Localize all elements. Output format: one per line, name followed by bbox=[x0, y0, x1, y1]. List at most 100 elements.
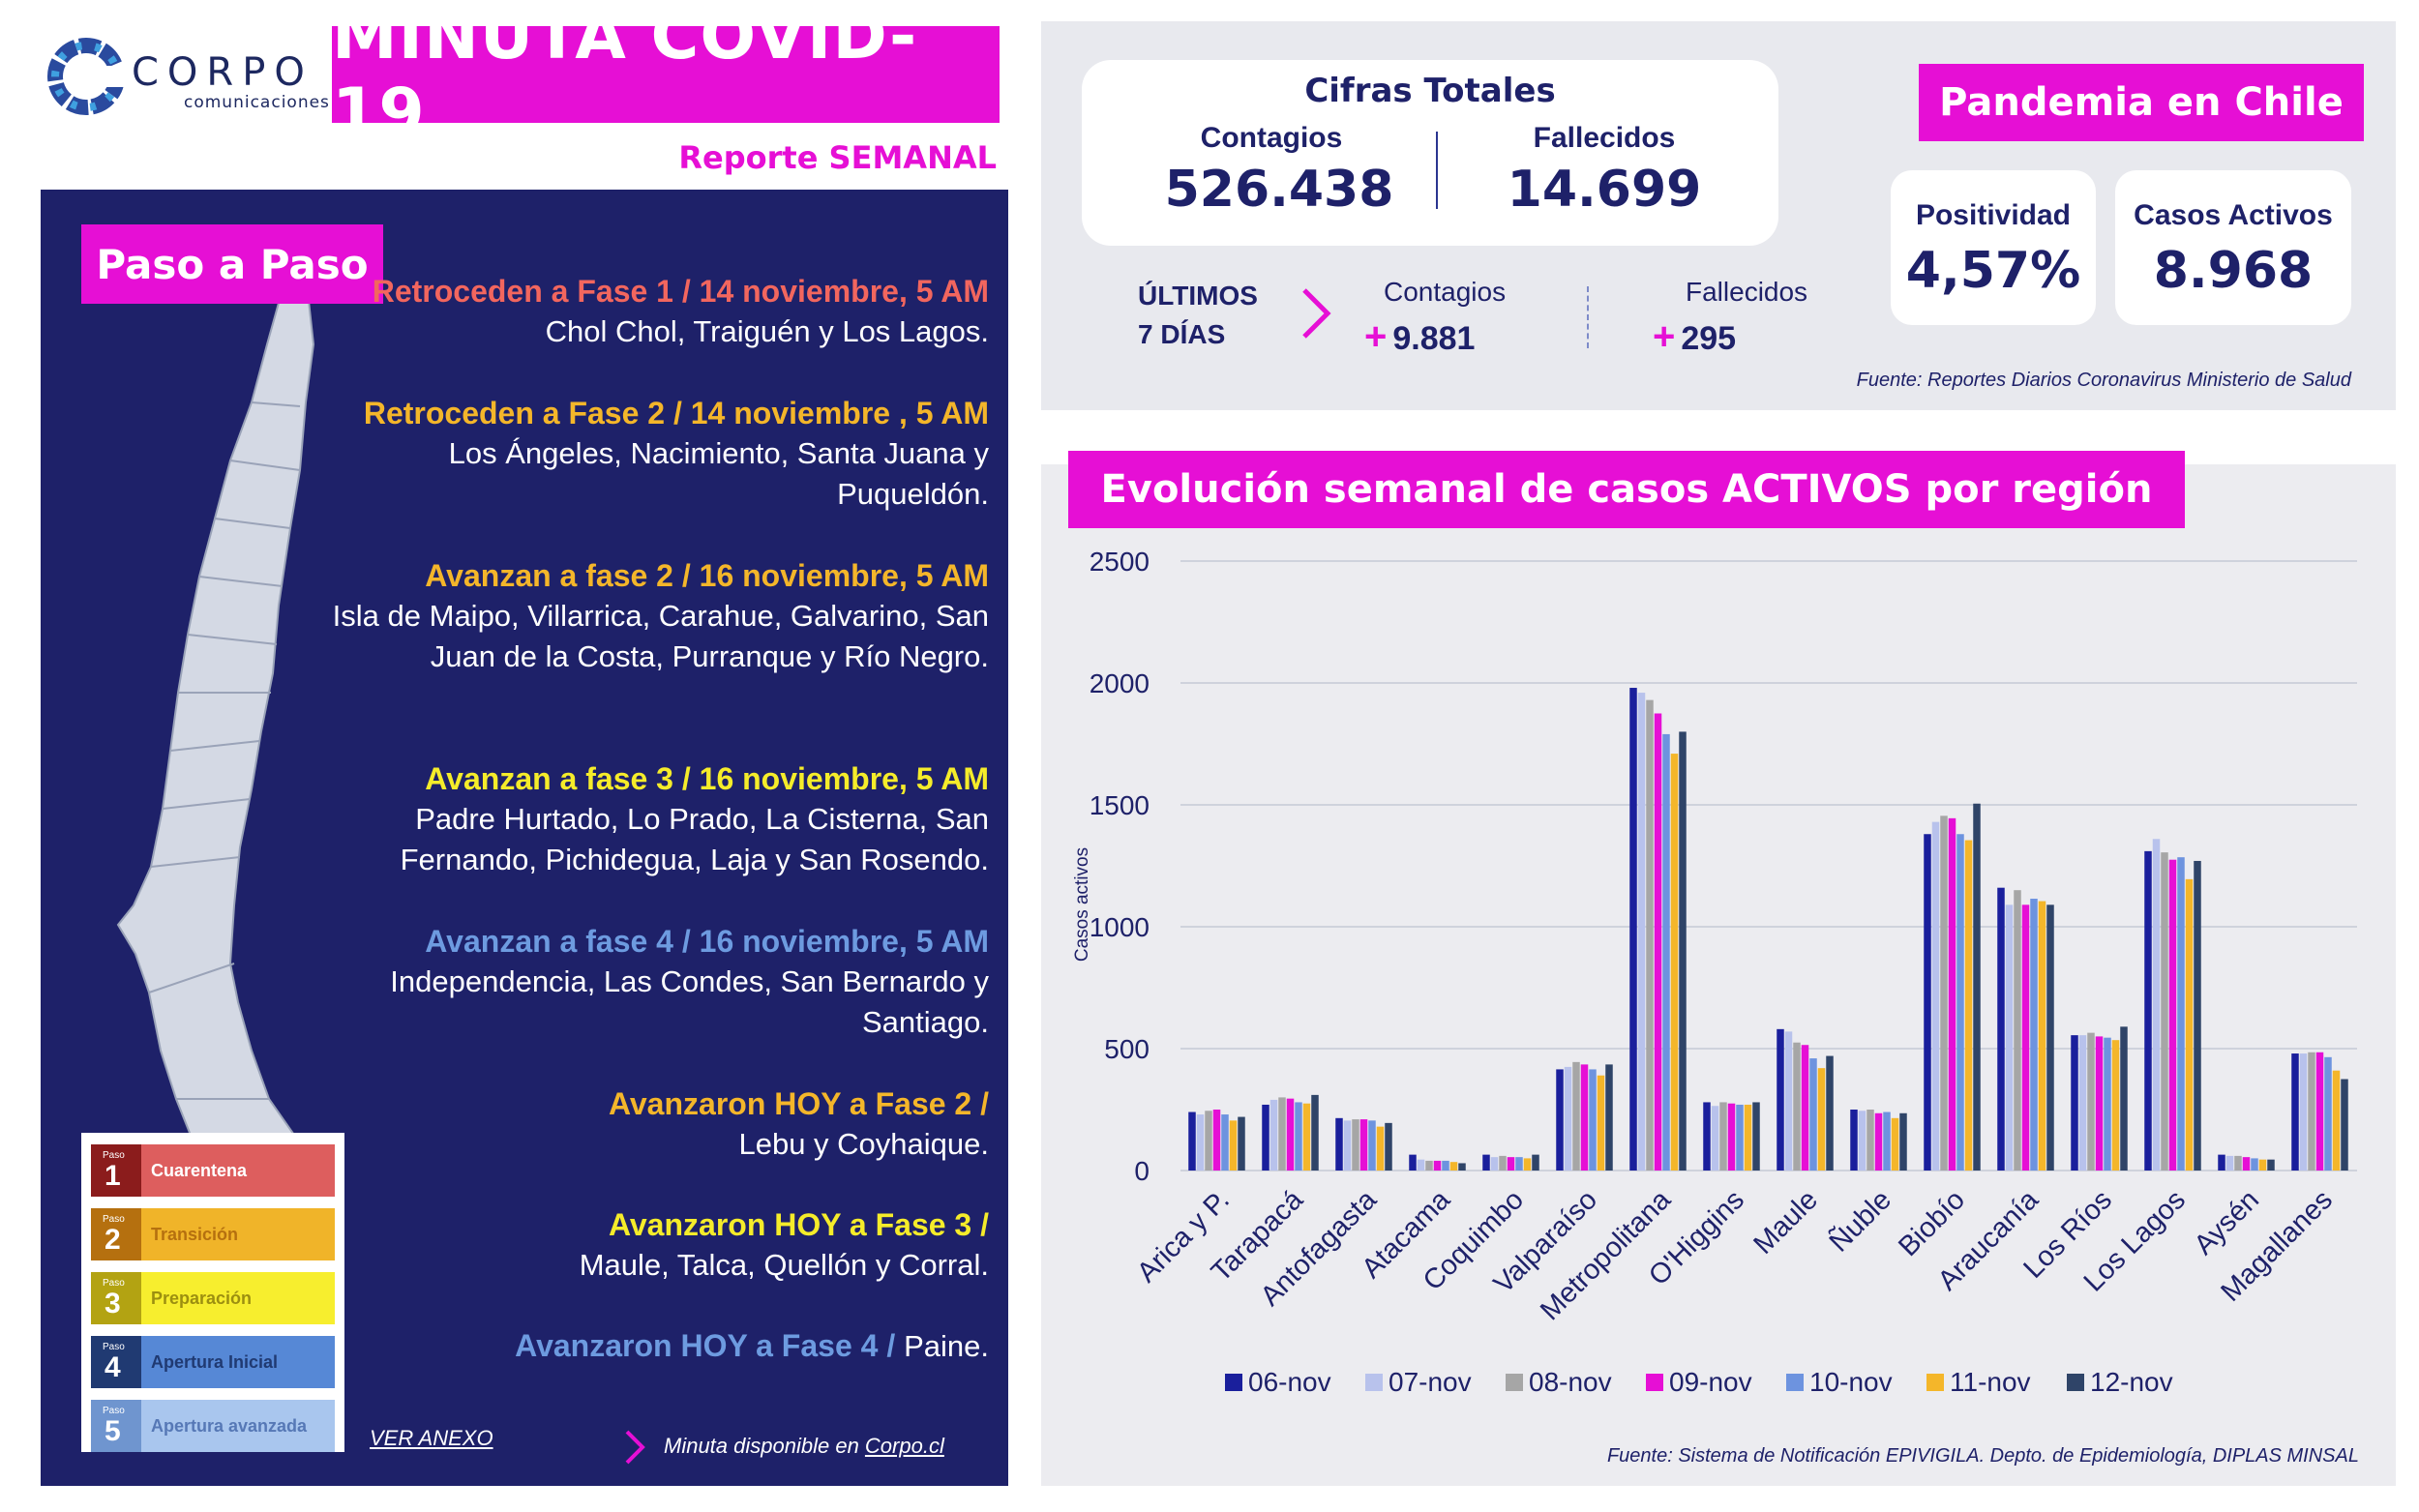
stats-panel: Cifras Totales Contagios 526.438 Falleci… bbox=[1041, 21, 2396, 410]
bar bbox=[2120, 1026, 2128, 1171]
bar bbox=[1752, 1102, 1760, 1171]
bar bbox=[1417, 1159, 1425, 1171]
ver-anexo-link[interactable]: VER ANEXO bbox=[370, 1426, 493, 1450]
ultimos-line1: ÚLTIMOS bbox=[1138, 281, 1258, 311]
legend-swatch bbox=[1506, 1374, 1523, 1391]
x-tick-label: Metropolitana bbox=[1535, 1184, 1677, 1326]
bar bbox=[1662, 733, 1670, 1171]
bar bbox=[1948, 817, 1956, 1171]
y-tick-label: 1500 bbox=[1090, 790, 1150, 820]
bar bbox=[1442, 1160, 1449, 1171]
bar bbox=[1515, 1157, 1523, 1171]
phase-body: Paine. bbox=[904, 1329, 989, 1363]
bar bbox=[1858, 1111, 1867, 1171]
bar bbox=[2152, 839, 2161, 1171]
phase-body: Los Ángeles, Nacimiento, Santa Juana y P… bbox=[292, 433, 989, 515]
bar bbox=[1523, 1158, 1532, 1171]
bar bbox=[1801, 1045, 1809, 1171]
paso-label: Paso bbox=[103, 1406, 125, 1416]
y-tick-label: 2000 bbox=[1090, 668, 1150, 698]
bar bbox=[1637, 693, 1646, 1171]
paso-number: 5 bbox=[105, 1415, 121, 1447]
bar bbox=[2225, 1155, 2234, 1171]
bar bbox=[1376, 1126, 1385, 1171]
casos-activos-value: 8.968 bbox=[2153, 242, 2314, 300]
contagios-label: Contagios bbox=[1200, 122, 1343, 154]
legend-number: Paso 3 bbox=[91, 1272, 141, 1324]
bar bbox=[2168, 859, 2177, 1171]
legend-label: 11-nov bbox=[1950, 1367, 2031, 1397]
fallecidos-label: Fallecidos bbox=[1533, 122, 1676, 154]
legend-number: Paso 4 bbox=[91, 1336, 141, 1388]
legend-label: Apertura avanzada bbox=[141, 1400, 335, 1452]
bar bbox=[1629, 688, 1637, 1171]
chevron-right-icon bbox=[625, 1430, 645, 1465]
paso-number: 3 bbox=[105, 1288, 121, 1319]
phase-title-line: Avanzaron HOY a Fase 4 / Paine. bbox=[292, 1325, 989, 1367]
bar bbox=[1727, 1103, 1736, 1171]
bar bbox=[1744, 1104, 1752, 1171]
positividad-card: Positividad 4,57% bbox=[1891, 170, 2096, 325]
bar bbox=[1196, 1114, 1205, 1171]
bar bbox=[1556, 1069, 1564, 1171]
bar bbox=[1931, 821, 1940, 1171]
legend-label: 06-nov bbox=[1248, 1367, 1331, 1397]
bar bbox=[1670, 754, 1679, 1171]
bar bbox=[2071, 1035, 2078, 1171]
bar bbox=[1826, 1055, 1834, 1171]
week-contagios: +9.881 bbox=[1364, 315, 1475, 359]
bar bbox=[1867, 1110, 1874, 1171]
legend-swatch bbox=[1646, 1374, 1663, 1391]
bar bbox=[1499, 1155, 1507, 1171]
casos-activos-card: Casos Activos 8.968 bbox=[2115, 170, 2351, 325]
legend-row-fase-1: Paso 1 Cuarentena bbox=[91, 1144, 335, 1197]
phase-title: Avanzaron HOY a Fase 2 / bbox=[608, 1086, 989, 1121]
bar bbox=[2005, 904, 2014, 1171]
page-title: MINUTA COVID-19 bbox=[332, 0, 1000, 151]
bar bbox=[1482, 1154, 1490, 1171]
bar bbox=[2111, 1040, 2120, 1171]
casos-activos-label: Casos Activos bbox=[2134, 199, 2333, 231]
legend-label: Preparación bbox=[141, 1272, 335, 1324]
bar bbox=[1654, 713, 1662, 1171]
bar bbox=[1572, 1061, 1580, 1171]
phase-item-5: Avanzan a fase 4 / 16 noviembre, 5 AM In… bbox=[292, 921, 989, 1043]
bar bbox=[2078, 1035, 2087, 1171]
bar bbox=[2251, 1158, 2258, 1171]
bar bbox=[2021, 904, 2030, 1171]
plus-icon: + bbox=[1653, 315, 1676, 358]
bar bbox=[1793, 1042, 1801, 1171]
bar bbox=[1564, 1066, 1572, 1171]
bar bbox=[2144, 850, 2152, 1171]
fallecidos-value: 14.699 bbox=[1507, 161, 1702, 219]
bar bbox=[2194, 860, 2201, 1171]
legend-row-fase-2: Paso 2 Transición bbox=[91, 1208, 335, 1260]
bar bbox=[1278, 1097, 1286, 1171]
bar bbox=[1784, 1031, 1793, 1171]
y-tick-label: 0 bbox=[1134, 1156, 1150, 1186]
week-fallecidos: +295 bbox=[1653, 315, 1736, 359]
bar bbox=[1997, 887, 2005, 1171]
corpo-link[interactable]: Corpo.cl bbox=[864, 1434, 944, 1458]
bar bbox=[1924, 834, 1931, 1171]
phase-body: Isla de Maipo, Villarrica, Carahue, Galv… bbox=[332, 599, 989, 673]
bar bbox=[1736, 1104, 1744, 1171]
bar bbox=[2030, 899, 2038, 1171]
paso-number: 2 bbox=[105, 1224, 121, 1256]
legend-number: Paso 2 bbox=[91, 1208, 141, 1260]
pandemia-title: Pandemia en Chile bbox=[1919, 64, 2364, 141]
bar bbox=[1490, 1157, 1499, 1171]
ultimos-line2: 7 DÍAS bbox=[1138, 319, 1226, 349]
bar bbox=[1343, 1120, 1352, 1171]
phase-item-3: Avanzan a fase 2 / 16 noviembre, 5 AM Is… bbox=[292, 555, 989, 677]
bar bbox=[1956, 834, 1964, 1171]
bar bbox=[1817, 1068, 1826, 1171]
bar bbox=[2267, 1159, 2275, 1171]
legend-label: Transición bbox=[141, 1208, 335, 1260]
bar bbox=[1899, 1112, 1907, 1171]
bar bbox=[1973, 803, 1981, 1171]
paso-a-paso-title: Paso a Paso bbox=[81, 224, 383, 304]
cifras-title: Cifras Totales bbox=[1304, 72, 1556, 110]
phase-title: Avanzaron HOY a Fase 3 / bbox=[608, 1207, 989, 1242]
